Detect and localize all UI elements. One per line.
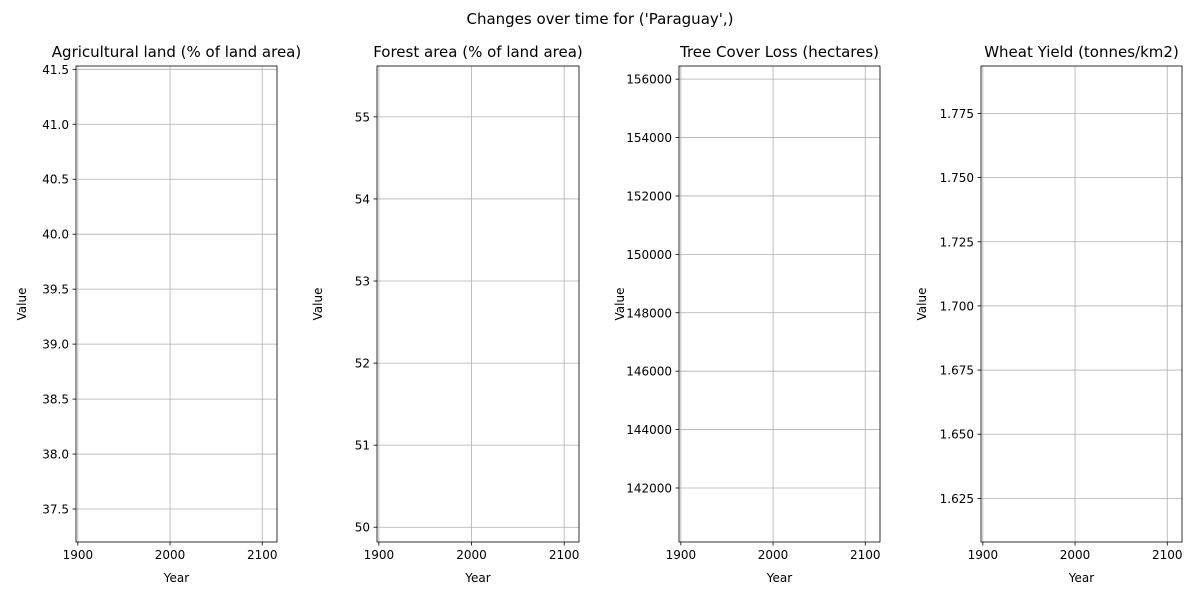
y-tick-label: 154000 <box>626 131 672 145</box>
y-tick-label: 39.5 <box>42 283 69 297</box>
plot-area-frame <box>75 65 278 543</box>
y-tick-label: 51 <box>355 439 370 453</box>
y-tick-label: 1.650 <box>940 428 974 442</box>
x-tick-label: 2000 <box>758 548 789 562</box>
figure-suptitle: Changes over time for ('Paraguay',) <box>466 10 733 28</box>
y-axis-label: Value <box>15 288 29 321</box>
subplot-title: Tree Cover Loss (hectares) <box>679 43 879 61</box>
y-tick-label: 148000 <box>626 306 672 320</box>
x-axis-label: Year <box>464 571 490 585</box>
y-tick-label: 53 <box>355 275 370 289</box>
y-tick-label: 150000 <box>626 248 672 262</box>
x-tick-label: 1900 <box>666 548 697 562</box>
plot-area-frame <box>376 65 580 543</box>
x-tick-label: 1900 <box>364 548 395 562</box>
y-tick-label: 1.625 <box>940 492 974 506</box>
y-tick-label: 1.775 <box>940 107 974 121</box>
x-tick-label: 2000 <box>1060 548 1091 562</box>
subplot-3: 142000 144000 146000 148000 150000 152000 1540… <box>613 43 881 585</box>
y-tick-label: 142000 <box>626 481 672 495</box>
y-tick-label: 38.0 <box>42 448 69 462</box>
plot-area-frame <box>678 65 881 543</box>
y-tick-label: 1.750 <box>940 171 974 185</box>
x-tick-label: 1900 <box>63 548 94 562</box>
y-tick-label: 41.0 <box>42 118 69 132</box>
y-tick-label: 55 <box>355 110 370 124</box>
y-tick-label: 146000 <box>626 365 672 379</box>
y-tick-label: 40.0 <box>42 228 69 242</box>
x-tick-label: 2100 <box>850 548 881 562</box>
y-tick-label: 144000 <box>626 423 672 437</box>
subplots: 37.5 38.0 38.5 39.0 39.5 40.0 40.5 41.0 41.5 1900… <box>15 43 1183 585</box>
subplot-4: 1.625 1.650 1.675 1.700 1.725 1.750 1.775 1900 2… <box>915 43 1183 585</box>
plot-area-frame <box>980 65 1183 543</box>
x-axis-label: Year <box>1068 571 1094 585</box>
x-axis-label: Year <box>163 571 189 585</box>
x-tick-label: 2000 <box>155 548 186 562</box>
y-tick-label: 38.5 <box>42 393 69 407</box>
y-tick-label: 39.0 <box>42 338 69 352</box>
y-axis-label: Value <box>613 288 627 321</box>
y-axis-label: Value <box>311 288 325 321</box>
x-tick-label: 2100 <box>247 548 278 562</box>
y-tick-label: 156000 <box>626 73 672 87</box>
x-tick-label: 2100 <box>1152 548 1183 562</box>
y-tick-label: 1.700 <box>940 299 974 313</box>
x-tick-label: 2000 <box>456 548 487 562</box>
y-tick-label: 152000 <box>626 189 672 203</box>
y-tick-label: 1.725 <box>940 235 974 249</box>
subplot-title: Forest area (% of land area) <box>373 43 583 61</box>
y-tick-label: 41.5 <box>42 63 69 77</box>
subplot-1: 37.5 38.0 38.5 39.0 39.5 40.0 40.5 41.0 41.5 1900… <box>15 43 301 585</box>
subplot-title: Agricultural land (% of land area) <box>52 43 301 61</box>
y-tick-label: 50 <box>355 521 370 535</box>
y-tick-label: 40.5 <box>42 173 69 187</box>
x-axis-label: Year <box>766 571 792 585</box>
subplot-title: Wheat Yield (tonnes/km2) <box>984 43 1179 61</box>
x-tick-label: 1900 <box>968 548 999 562</box>
y-tick-label: 52 <box>355 357 370 371</box>
y-tick-label: 1.675 <box>940 364 974 378</box>
subplot-2: 50 51 52 53 54 55 1900 2000 2100 Forest area (% o… <box>311 43 583 585</box>
y-axis-label: Value <box>915 288 929 321</box>
x-tick-label: 2100 <box>549 548 580 562</box>
y-tick-label: 37.5 <box>42 503 69 517</box>
y-tick-label: 54 <box>355 192 370 206</box>
